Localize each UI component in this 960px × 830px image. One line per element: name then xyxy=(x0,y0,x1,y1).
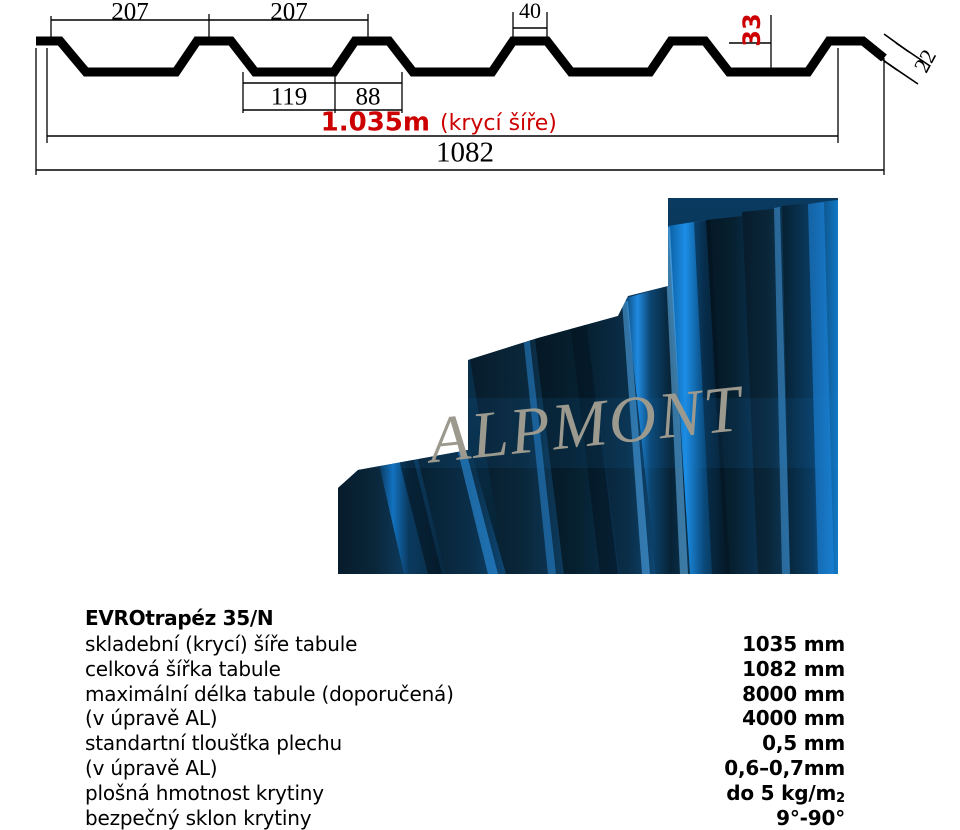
spec-label: plošná hmotnost krytiny xyxy=(85,780,324,805)
product-photo: ALPMONT xyxy=(338,198,838,574)
spec-label: skladební (krycí) šíře tabule xyxy=(85,632,358,656)
dim-flange-angle-label: 22 xyxy=(909,45,941,76)
spec-row: celková šířka tabule 1082 mm xyxy=(0,657,960,682)
dim-valley-width-label: 119 xyxy=(271,84,308,111)
dim-cover-width-note: (krycí šíře) xyxy=(440,111,557,136)
spec-value: 9°-90° xyxy=(776,805,845,830)
spec-row: plošná hmotnost krytiny do 5 kg/m2 xyxy=(0,781,960,806)
spec-row: (v úpravě AL) 4000 mm xyxy=(0,706,960,731)
spec-value: 1035 mm xyxy=(742,632,845,656)
spec-value: 0,6–0,7mm xyxy=(724,755,845,780)
spec-row: bezpečný sklon krytiny 9°-90° xyxy=(0,806,960,830)
spec-row-list: skladební (krycí) šíře tabule 1035 mm ce… xyxy=(0,632,960,830)
spec-value: 4000 mm xyxy=(742,706,845,731)
dim-rib-top-group: 40 xyxy=(512,0,548,42)
technical-drawing: 207 207 119 88 40 33 xyxy=(0,0,960,190)
dim-pitch-right-label: 207 xyxy=(270,0,308,26)
spec-row: standartní tloušťka plechu 0,5 mm xyxy=(0,731,960,756)
dim-valley-crest-group: 119 88 xyxy=(242,72,403,113)
spec-label: maximální délka tabule (doporučená) xyxy=(85,681,454,706)
dim-cover-width-value: 1.035m xyxy=(321,108,430,138)
dim-total-width-label: 1082 xyxy=(436,137,494,169)
specification-table: EVROtrapéz 35/N skladební (krycí) šíře t… xyxy=(0,600,960,830)
product-title: EVROtrapéz 35/N xyxy=(85,606,274,630)
spec-label: (v úpravě AL) xyxy=(85,755,218,780)
spec-value-subscript: 2 xyxy=(836,790,845,806)
dim-pitch-group: 207 207 xyxy=(50,0,369,44)
dim-rib-height-label: 33 xyxy=(738,13,766,46)
dim-rib-height-group: 33 xyxy=(729,13,772,73)
spec-value: do 5 kg/m2 xyxy=(0,780,845,806)
dim-rib-top-label: 40 xyxy=(519,0,541,23)
dim-pitch-left-label: 207 xyxy=(111,0,149,26)
spec-label: celková šířka tabule xyxy=(85,656,281,681)
spec-value-text: do 5 kg/m xyxy=(726,780,837,805)
dim-cover-width-group: 1.035m (krycí šíře) xyxy=(46,48,839,143)
spec-label: (v úpravě AL) xyxy=(85,706,218,731)
dim-flange-angle-group: 22 xyxy=(871,33,941,85)
spec-row: maximální délka tabule (doporučená) 8000… xyxy=(0,682,960,707)
dim-total-width-group: 1082 xyxy=(35,48,885,175)
spec-value: 1082 mm xyxy=(742,656,845,681)
spec-value: 0,5 mm xyxy=(762,731,845,756)
dim-crest-width-label: 88 xyxy=(356,84,381,111)
spec-row: skladební (krycí) šíře tabule 1035 mm xyxy=(0,632,960,657)
spec-value: 8000 mm xyxy=(742,681,845,706)
spec-row: (v úpravě AL) 0,6–0,7mm xyxy=(0,756,960,781)
spec-label: standartní tloušťka plechu xyxy=(85,731,342,756)
